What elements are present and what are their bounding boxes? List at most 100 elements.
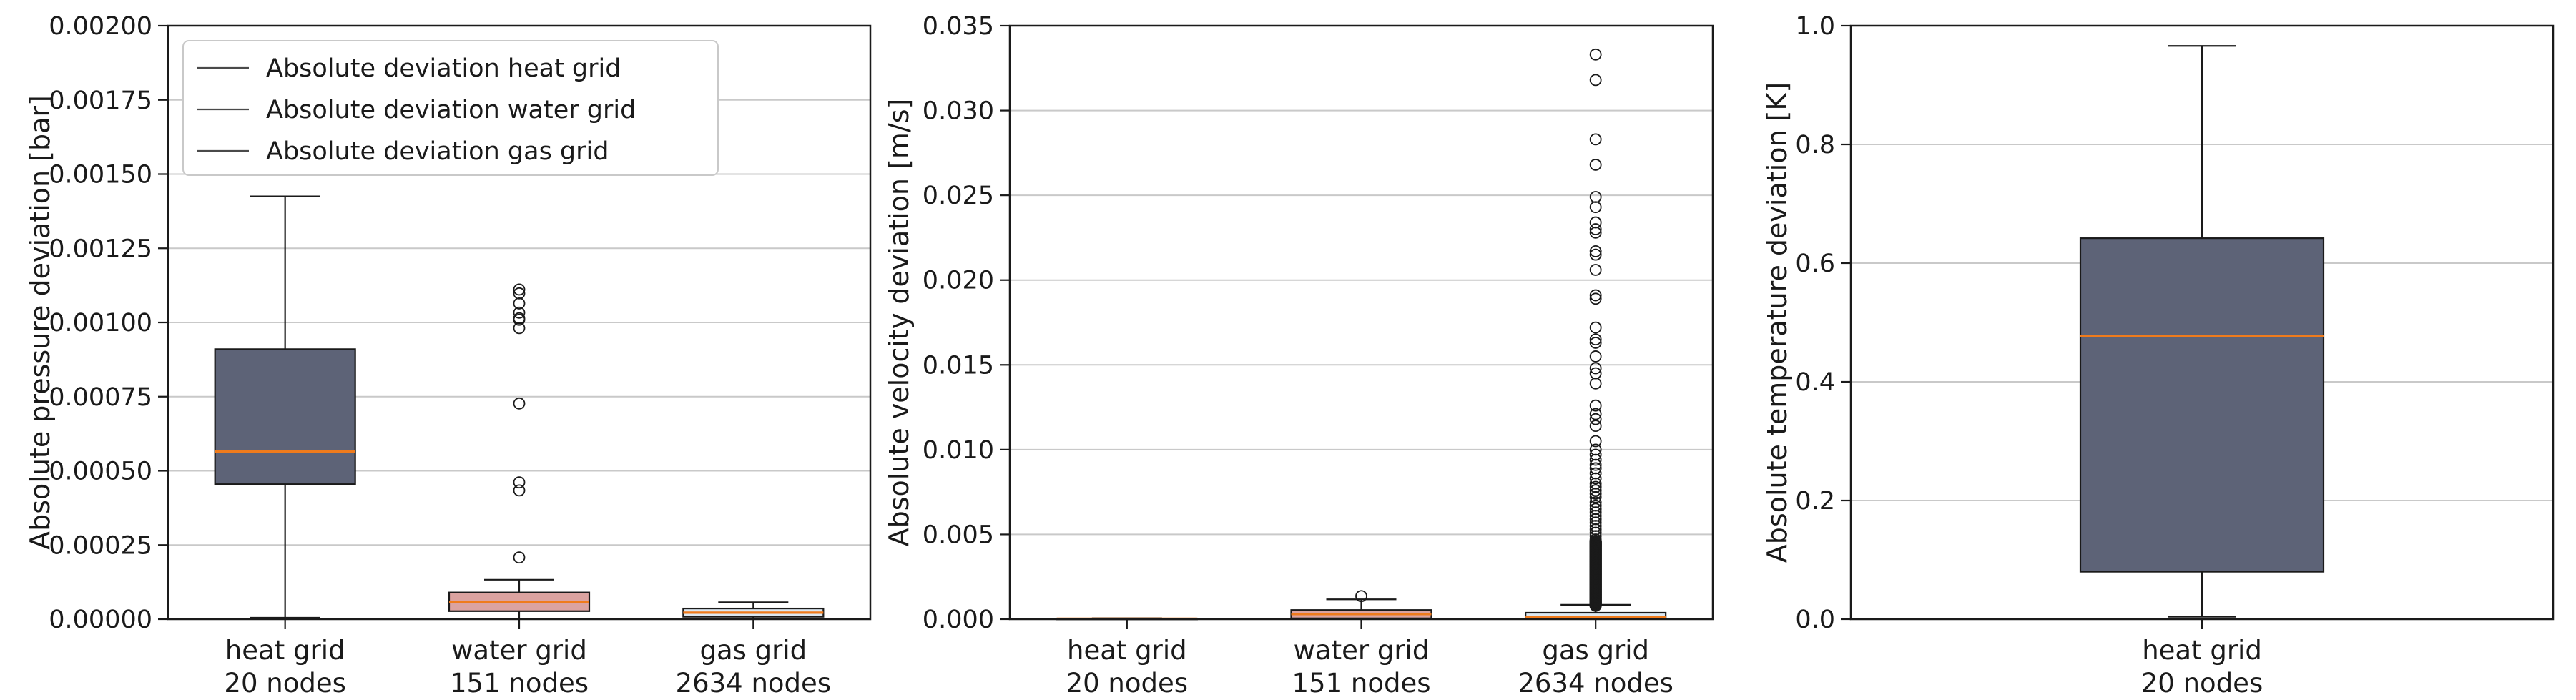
x-tick-label-line2: 2634 nodes <box>1518 668 1673 699</box>
outlier-point <box>1589 133 1602 146</box>
outlier-point <box>1589 223 1602 235</box>
y-axis-label: Absolute temperature deviation [K] <box>1761 82 1793 563</box>
box-rect <box>214 348 356 485</box>
outlier-point <box>1589 413 1602 425</box>
y-tick-label: 0.6 <box>1795 250 1835 278</box>
outlier-point <box>513 283 526 296</box>
legend-item: Absolute deviation heat grid <box>197 54 621 83</box>
outlier-point <box>1589 484 1602 497</box>
pressure-panel: 0.00000 0.00025 0.00050 0.00075 0.00100 0.001… <box>24 12 872 699</box>
y-tick-label: 0.020 <box>923 267 994 295</box>
outlier-point <box>1589 74 1602 87</box>
outlier-point <box>1589 377 1602 390</box>
x-tick-label-line1: water grid <box>1294 635 1430 666</box>
x-tick-label-line1: heat grid <box>225 635 345 666</box>
y-axis-label: Absolute pressure deviation [bar] <box>24 95 56 550</box>
legend: Absolute deviation heat grid Absolute dev… <box>182 40 719 176</box>
y-tick-label: 0.030 <box>923 97 994 126</box>
y-tick-label: 0.4 <box>1795 368 1835 397</box>
outlier-point <box>1589 491 1602 503</box>
y-tick-label: 0.2 <box>1795 487 1835 516</box>
box-water-grid <box>448 283 591 620</box>
outlier-point <box>1589 420 1602 433</box>
y-tick-label: 0.00000 <box>49 606 152 634</box>
plot-frame <box>1008 24 1714 621</box>
y-tick-label: 0.00075 <box>49 383 152 412</box>
y-tick-label: 0.0 <box>1795 606 1835 634</box>
y-tick-label: 0.8 <box>1795 131 1835 159</box>
x-tick-label-line1: gas grid <box>1542 635 1649 666</box>
box-water-grid <box>1290 590 1432 620</box>
y-tick-label: 0.00050 <box>49 458 152 486</box>
box-heat-grid <box>214 195 356 619</box>
outlier-point <box>1589 48 1602 61</box>
outlier-point <box>1589 201 1602 214</box>
outlier-point <box>1589 292 1602 305</box>
outlier-point <box>513 322 526 335</box>
legend-label: Absolute deviation water grid <box>266 96 636 124</box>
y-tick-label: 0.00175 <box>49 87 152 115</box>
outlier-point <box>513 476 526 489</box>
outlier-point <box>1589 350 1602 363</box>
x-tick-label-line2: 20 nodes <box>224 668 345 699</box>
outlier-point <box>1589 245 1602 257</box>
y-tick-label: 0.005 <box>923 521 994 549</box>
outlier-point <box>1589 399 1602 412</box>
outlier-point <box>1355 590 1367 603</box>
outlier-point <box>1589 321 1602 334</box>
outlier-point <box>1589 264 1602 276</box>
legend-item: Absolute deviation water grid <box>197 96 636 124</box>
outlier-point <box>513 551 526 564</box>
y-tick-label: 0.00025 <box>49 531 152 560</box>
y-axis-label: Absolute velocity deviation [m/s] <box>883 99 915 547</box>
x-tick-label-line2: 20 nodes <box>1066 668 1188 699</box>
box-gas-grid <box>1525 48 1667 620</box>
x-tick-label-line2: 2634 nodes <box>676 668 832 699</box>
x-tick-label-line1: heat grid <box>1067 635 1187 666</box>
outlier-point <box>1589 362 1602 375</box>
legend-label: Absolute deviation gas grid <box>266 137 609 166</box>
y-tick-label: 0.00150 <box>49 161 152 189</box>
outlier-point <box>513 306 526 319</box>
outlier-point <box>513 397 526 410</box>
legend-box <box>182 40 719 176</box>
outlier-point <box>1589 488 1602 500</box>
y-tick-label: 0.035 <box>923 12 994 41</box>
outlier-point <box>513 484 526 497</box>
outlier-point <box>1589 408 1602 420</box>
outlier-point <box>1589 248 1602 261</box>
y-tick-label: 0.015 <box>923 351 994 380</box>
outlier-point <box>1589 453 1602 466</box>
legend-label: Absolute deviation heat grid <box>266 54 621 83</box>
outlier-point <box>1589 435 1602 448</box>
y-tick-label: 0.00100 <box>49 309 152 337</box>
box-rect <box>1525 611 1667 619</box>
outlier-point <box>1589 159 1602 171</box>
outlier-point <box>1589 458 1602 471</box>
x-tick-label-line2: 20 nodes <box>2141 668 2263 699</box>
outlier-point <box>1589 289 1602 302</box>
x-tick-label-line2: 151 nodes <box>450 668 589 699</box>
x-tick-label-line1: heat grid <box>2142 635 2262 666</box>
outlier-point <box>1589 226 1602 239</box>
velocity-panel: 0.000 0.005 0.010 0.015 0.020 0.025 0.030 0.035… <box>883 12 1714 699</box>
x-tick-label-line1: water grid <box>451 635 587 666</box>
y-tick-label: 0.00125 <box>49 235 152 263</box>
outlier-point <box>1589 337 1602 349</box>
outlier-point <box>1589 191 1602 203</box>
outlier-point <box>513 312 526 325</box>
temperature-panel: 0.0 0.2 0.4 0.6 0.8 1.0 Absolute temperature d… <box>1761 12 2555 699</box>
y-tick-label: 1.0 <box>1795 12 1835 41</box>
y-tick-label: 0.00200 <box>49 12 152 41</box>
y-tick-label: 0.025 <box>923 182 994 210</box>
legend-item: Absolute deviation gas grid <box>197 137 609 166</box>
outlier-point <box>1589 333 1602 346</box>
y-tick-label: 0.010 <box>923 436 994 465</box>
outlier-point-dense <box>1589 535 1602 548</box>
box-rect <box>2079 237 2325 573</box>
box-heat-grid <box>2079 45 2325 618</box>
x-tick-label-line1: gas grid <box>699 635 807 666</box>
box-gas-grid <box>682 601 825 620</box>
